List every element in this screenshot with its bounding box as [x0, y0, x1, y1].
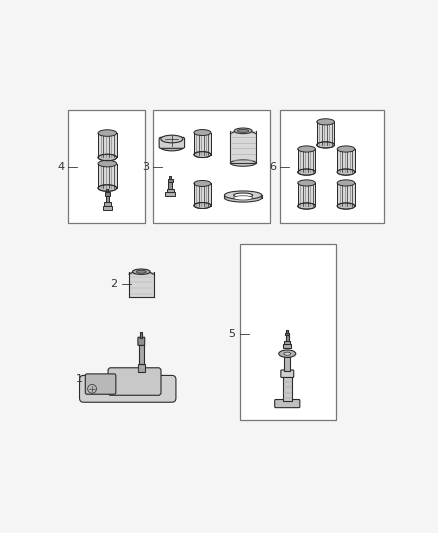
Ellipse shape	[298, 169, 315, 175]
Bar	[102, 206, 112, 210]
Bar	[285, 333, 289, 335]
Ellipse shape	[317, 142, 335, 148]
Ellipse shape	[279, 350, 296, 358]
Ellipse shape	[337, 146, 355, 152]
Bar	[153, 110, 270, 223]
Bar	[283, 344, 291, 348]
Text: 2: 2	[110, 279, 117, 289]
Bar	[194, 133, 211, 155]
Text: 6: 6	[269, 163, 276, 172]
Circle shape	[88, 384, 96, 393]
Bar	[68, 110, 145, 223]
Ellipse shape	[233, 196, 253, 200]
Bar	[140, 333, 142, 337]
Text: 3: 3	[142, 163, 149, 172]
FancyBboxPatch shape	[80, 375, 176, 402]
Bar	[106, 189, 108, 192]
Bar	[337, 183, 355, 206]
Ellipse shape	[298, 180, 315, 186]
Ellipse shape	[225, 191, 262, 199]
Ellipse shape	[237, 130, 249, 132]
Ellipse shape	[133, 269, 150, 274]
Polygon shape	[230, 131, 256, 134]
Text: 1: 1	[76, 375, 83, 384]
Bar	[98, 133, 117, 157]
Bar	[286, 330, 288, 333]
FancyBboxPatch shape	[159, 138, 184, 148]
Bar	[284, 357, 290, 370]
Bar	[129, 272, 154, 297]
Ellipse shape	[194, 181, 211, 187]
Ellipse shape	[161, 135, 183, 143]
Ellipse shape	[337, 180, 355, 186]
Bar	[240, 244, 336, 420]
Bar	[230, 131, 256, 163]
Bar	[317, 122, 335, 145]
Bar	[168, 179, 173, 182]
Ellipse shape	[194, 130, 211, 135]
Ellipse shape	[317, 119, 335, 125]
Bar	[169, 182, 172, 189]
Bar	[286, 335, 289, 341]
Ellipse shape	[194, 203, 211, 208]
Ellipse shape	[98, 160, 117, 167]
Bar	[283, 377, 292, 400]
Ellipse shape	[298, 146, 315, 152]
Ellipse shape	[337, 169, 355, 175]
Ellipse shape	[160, 142, 184, 151]
Bar	[104, 203, 111, 206]
Ellipse shape	[230, 160, 256, 166]
Ellipse shape	[284, 352, 291, 355]
Bar	[106, 196, 109, 203]
Bar	[284, 341, 290, 344]
Bar	[105, 192, 110, 196]
Bar	[167, 189, 173, 192]
Ellipse shape	[98, 130, 117, 136]
Text: 4: 4	[57, 163, 64, 172]
Ellipse shape	[234, 128, 252, 134]
Ellipse shape	[233, 193, 253, 197]
Ellipse shape	[337, 203, 355, 209]
Bar	[337, 149, 355, 172]
Bar	[139, 345, 144, 364]
Bar	[298, 149, 315, 172]
Ellipse shape	[194, 151, 211, 158]
Ellipse shape	[225, 193, 262, 202]
FancyBboxPatch shape	[85, 374, 116, 394]
Bar	[98, 164, 117, 188]
FancyBboxPatch shape	[138, 337, 145, 345]
Text: 5: 5	[229, 329, 236, 338]
Bar	[194, 183, 211, 206]
Bar	[138, 364, 145, 372]
FancyBboxPatch shape	[275, 400, 300, 408]
Bar	[166, 192, 175, 196]
Ellipse shape	[98, 185, 117, 191]
Ellipse shape	[298, 203, 315, 209]
Ellipse shape	[98, 154, 117, 161]
Bar	[280, 110, 384, 223]
Ellipse shape	[136, 270, 146, 273]
FancyBboxPatch shape	[281, 370, 294, 377]
Polygon shape	[129, 272, 154, 274]
FancyBboxPatch shape	[108, 368, 161, 395]
Bar	[169, 176, 171, 179]
Bar	[298, 183, 315, 206]
